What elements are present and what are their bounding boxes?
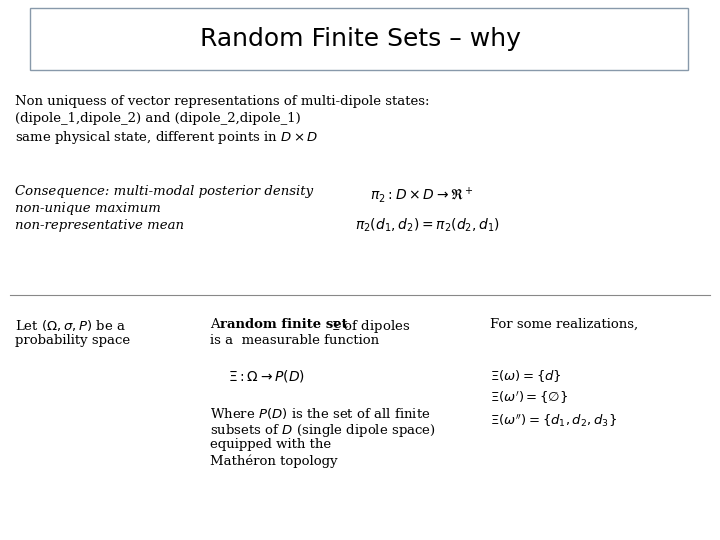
- Text: equipped with the: equipped with the: [210, 438, 331, 451]
- Text: Let $( \Omega, \sigma, P)$ be a: Let $( \Omega, \sigma, P)$ be a: [15, 318, 126, 333]
- Text: $\Xi$ of dipoles: $\Xi$ of dipoles: [327, 318, 410, 335]
- Text: A: A: [210, 318, 224, 331]
- Text: $\Xi : \Omega \rightarrow P(D)$: $\Xi : \Omega \rightarrow P(D)$: [228, 368, 305, 384]
- Text: probability space: probability space: [15, 334, 130, 347]
- Text: Mathéron topology: Mathéron topology: [210, 454, 338, 468]
- Text: $\Xi(\omega') = \{\emptyset\}$: $\Xi(\omega') = \{\emptyset\}$: [490, 390, 568, 407]
- Text: non-unique maximum: non-unique maximum: [15, 202, 161, 215]
- Text: $\Xi(\omega) = \{d\}$: $\Xi(\omega) = \{d\}$: [490, 368, 562, 384]
- Text: is a  measurable function: is a measurable function: [210, 334, 379, 347]
- Text: random finite set: random finite set: [220, 318, 348, 331]
- Text: For some realizations,: For some realizations,: [490, 318, 638, 331]
- Text: Non uniquess of vector representations of multi-dipole states:: Non uniquess of vector representations o…: [15, 95, 430, 108]
- Text: $\Xi(\omega'') = \{d_1, d_2, d_3\}$: $\Xi(\omega'') = \{d_1, d_2, d_3\}$: [490, 412, 617, 429]
- Text: Random Finite Sets – why: Random Finite Sets – why: [199, 27, 521, 51]
- Text: non-representative mean: non-representative mean: [15, 219, 184, 232]
- Text: Consequence: multi-modal posterior density: Consequence: multi-modal posterior densi…: [15, 185, 313, 198]
- Text: $\pi_2 : D\times D \rightarrow \mathfrak{R}^+$: $\pi_2 : D\times D \rightarrow \mathfrak…: [370, 185, 474, 205]
- Text: same physical state, different points in $D\times D$: same physical state, different points in…: [15, 129, 318, 146]
- FancyBboxPatch shape: [30, 8, 688, 70]
- Text: $\pi_2(d_1,d_2) = \pi_2(d_2,d_1)$: $\pi_2(d_1,d_2) = \pi_2(d_2,d_1)$: [355, 217, 500, 234]
- Text: (dipole_1,dipole_2) and (dipole_2,dipole_1): (dipole_1,dipole_2) and (dipole_2,dipole…: [15, 112, 301, 125]
- Text: subsets of $D$ (single dipole space): subsets of $D$ (single dipole space): [210, 422, 436, 439]
- Text: Where $P(D)$ is the set of all finite: Where $P(D)$ is the set of all finite: [210, 406, 431, 421]
